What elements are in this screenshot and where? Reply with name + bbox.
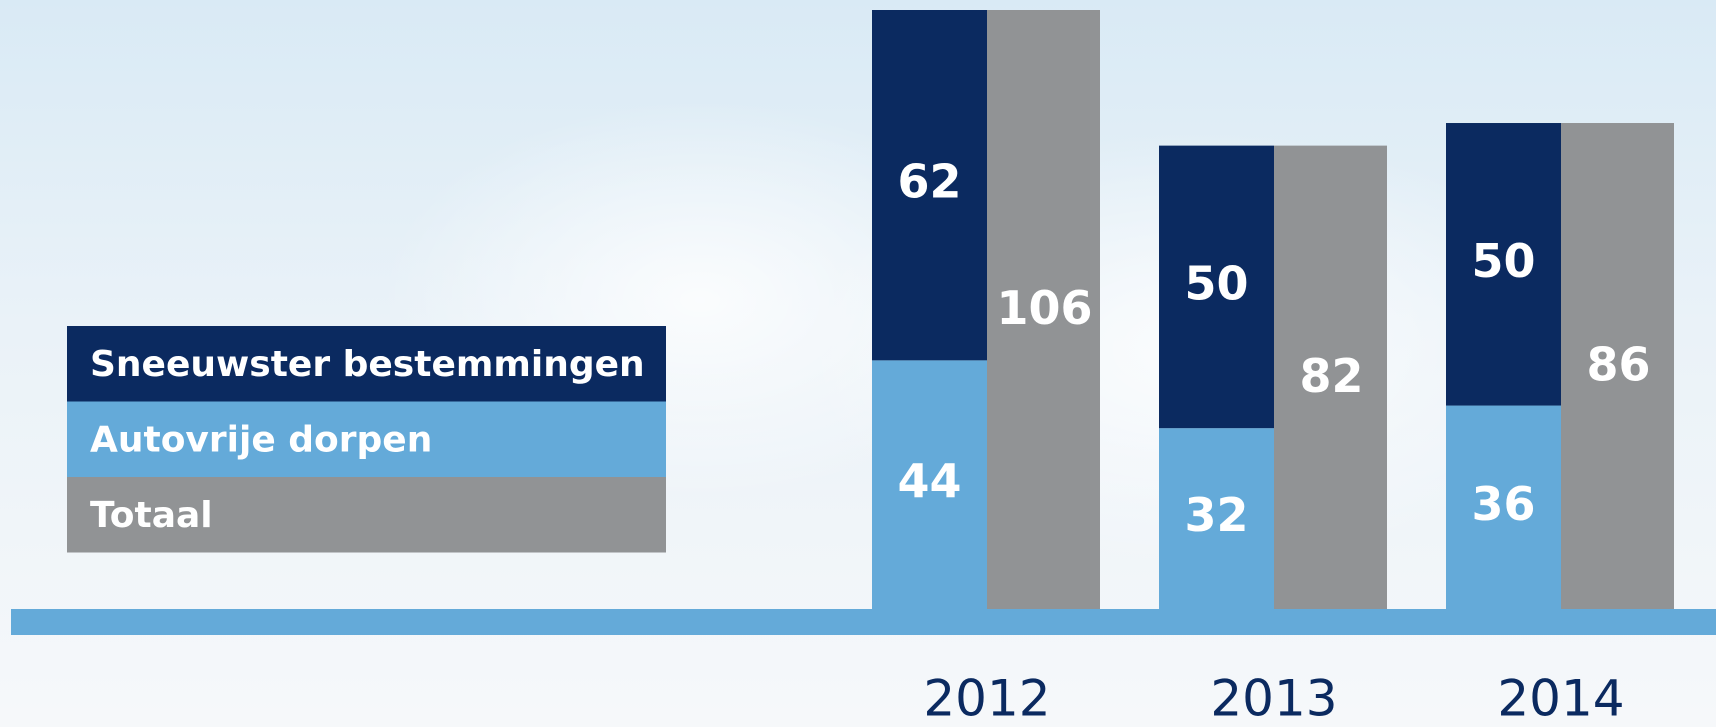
baseline-strip (11, 609, 1716, 635)
total-bar (1561, 123, 1674, 610)
legend-swatch (67, 401, 666, 477)
data-label: 106 (996, 281, 1092, 335)
x-tick-label: 2014 (1497, 670, 1624, 727)
data-label: 86 (1586, 338, 1650, 392)
legend-swatch (67, 326, 666, 402)
bar-segment (872, 360, 987, 609)
data-label: 82 (1299, 349, 1363, 403)
total-bar (1274, 145, 1387, 610)
plot: 44 62 106 2012 32 50 82 2013 36 50 86 2014 (872, 10, 1674, 727)
data-label: 32 (1184, 488, 1248, 542)
bar-segment (1159, 145, 1274, 429)
bar-segment (872, 10, 987, 361)
data-label: 62 (897, 155, 961, 209)
legend-label: Sneeuwster bestemmingen (90, 344, 645, 385)
bar-segment (1159, 428, 1274, 609)
bar-segment (1446, 405, 1561, 609)
total-bar (987, 10, 1100, 609)
bar-segment (1446, 123, 1561, 406)
legend-swatch (67, 477, 666, 553)
legend: Sneeuwster bestemmingen Autovrije dorpen T… (67, 326, 666, 553)
data-label: 36 (1471, 477, 1535, 531)
data-label: 50 (1471, 234, 1535, 288)
data-label: 44 (897, 454, 961, 508)
x-tick-label: 2012 (923, 670, 1050, 727)
x-tick-label: 2013 (1210, 670, 1337, 727)
data-label: 50 (1184, 256, 1248, 310)
legend-label: Totaal (90, 495, 213, 536)
legend-label: Autovrije dorpen (90, 420, 432, 461)
